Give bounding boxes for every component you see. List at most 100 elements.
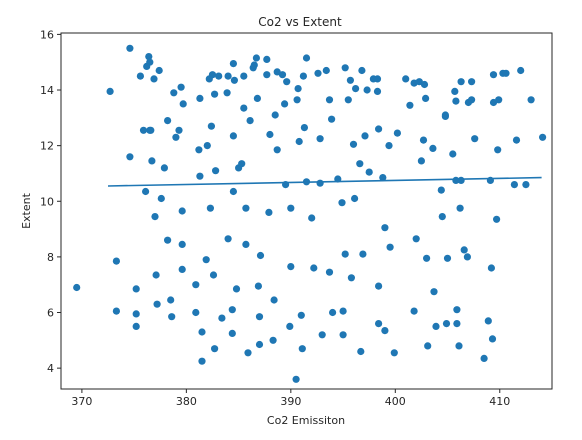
data-point [468, 78, 476, 86]
data-point [224, 235, 232, 243]
data-point [273, 68, 281, 76]
data-point [456, 204, 464, 212]
data-point [157, 194, 165, 203]
data-point [266, 130, 274, 139]
data-point [153, 300, 161, 308]
data-point [443, 254, 452, 262]
data-point [223, 89, 231, 97]
data-point [424, 342, 432, 350]
x-tick-label: 400 [385, 395, 406, 408]
data-point [356, 160, 364, 168]
data-point [299, 72, 307, 80]
data-point [406, 101, 414, 109]
data-point [265, 208, 273, 216]
data-point [314, 69, 322, 77]
y-tick-label: 8 [47, 251, 54, 264]
data-point [132, 322, 140, 330]
data-point [453, 306, 461, 314]
data-point [287, 263, 295, 271]
data-point [417, 157, 425, 165]
data-point [168, 313, 176, 321]
data-point [281, 100, 289, 108]
data-point [211, 90, 219, 98]
data-point [539, 133, 547, 141]
data-point [198, 357, 206, 365]
x-axis-label: Co2 Emissiton [267, 414, 345, 427]
y-tick-label: 14 [40, 84, 54, 97]
data-point [422, 94, 430, 102]
data-point [206, 204, 214, 212]
data-point [112, 257, 120, 265]
data-point [379, 174, 387, 182]
data-point [152, 271, 160, 279]
chart-title: Co2 vs Extent [258, 15, 342, 29]
data-point [295, 137, 303, 146]
data-point [208, 71, 217, 79]
data-point [432, 322, 440, 330]
data-point [375, 320, 383, 328]
data-point [229, 187, 237, 196]
data-point [178, 240, 186, 248]
data-point [480, 354, 488, 362]
data-point [192, 308, 200, 317]
x-tick-label: 370 [71, 395, 92, 408]
data-point [151, 213, 159, 221]
data-point [373, 87, 382, 95]
data-point [228, 306, 236, 314]
data-point [352, 85, 360, 93]
data-point [300, 124, 308, 132]
data-point [441, 112, 449, 120]
data-point [347, 274, 355, 282]
data-point [438, 213, 446, 221]
data-point [155, 66, 163, 75]
data-point [209, 271, 218, 279]
data-point [126, 44, 134, 52]
data-point [527, 96, 535, 104]
data-point [292, 375, 300, 383]
data-point [329, 308, 337, 317]
data-point [207, 122, 215, 130]
data-point [457, 176, 465, 184]
data-point [164, 236, 172, 244]
data-point [195, 146, 203, 154]
data-point [455, 342, 463, 350]
data-point [147, 126, 155, 134]
data-point [341, 250, 349, 258]
data-point [229, 132, 237, 140]
data-point [308, 214, 316, 222]
data-point [178, 265, 186, 273]
data-point [365, 168, 373, 176]
data-point [242, 204, 250, 212]
data-point [255, 340, 264, 349]
data-point [298, 345, 306, 353]
data-point [493, 215, 501, 223]
data-point [106, 87, 114, 95]
data-point [270, 296, 278, 304]
data-point [495, 96, 503, 104]
data-point [246, 117, 254, 125]
data-point [132, 285, 140, 293]
data-point [316, 135, 324, 143]
data-point [381, 327, 389, 335]
trend-line [107, 176, 542, 187]
data-point [487, 264, 495, 272]
data-point [254, 282, 262, 290]
x-tick-label: 410 [489, 395, 510, 408]
data-point [218, 314, 226, 322]
data-point [410, 307, 418, 315]
data-point [273, 146, 281, 154]
data-point [325, 96, 334, 104]
data-point [375, 125, 383, 133]
data-point [502, 69, 510, 77]
data-point [460, 246, 468, 254]
data-point [318, 331, 326, 339]
data-point [253, 94, 261, 102]
data-point [402, 75, 410, 83]
scatter-points [73, 44, 547, 383]
data-point [297, 311, 305, 319]
data-point [375, 282, 383, 290]
data-point [302, 54, 311, 62]
data-point [361, 132, 369, 140]
x-tick-label: 390 [280, 395, 301, 408]
data-point [228, 329, 236, 337]
